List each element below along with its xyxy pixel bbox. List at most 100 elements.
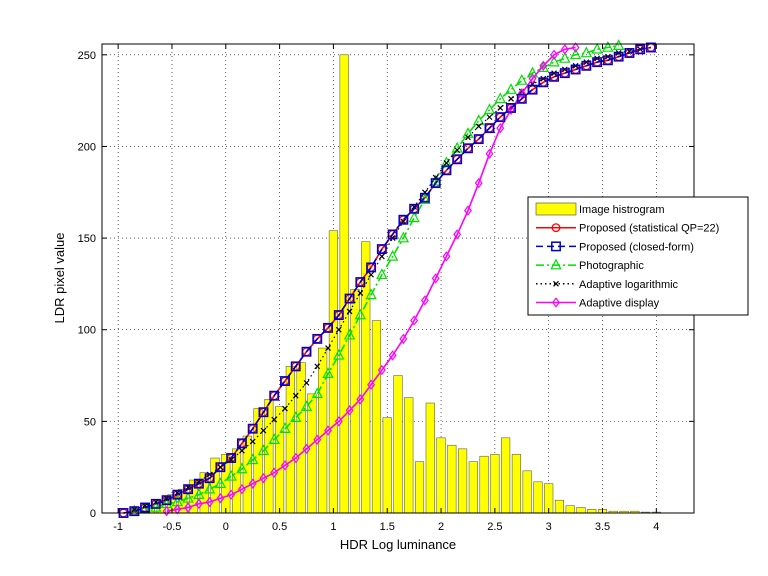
data-point	[203, 482, 216, 494]
data-point	[496, 122, 505, 134]
histogram-bar	[587, 509, 597, 514]
data-point	[215, 462, 226, 473]
y-tick-label: 100	[78, 325, 96, 337]
histogram-bar	[414, 461, 425, 514]
histogram-bar	[458, 448, 468, 514]
legend-marker	[552, 297, 560, 308]
legend-swatch	[535, 202, 577, 216]
data-point	[399, 333, 408, 345]
data-point	[193, 488, 205, 499]
series-line	[134, 44, 619, 512]
data-point	[443, 160, 450, 166]
data-point	[204, 473, 215, 484]
data-point	[314, 363, 321, 370]
legend-label: Image histrogram	[579, 204, 665, 216]
data-point	[388, 350, 397, 361]
data-point	[367, 379, 376, 390]
data-point	[494, 92, 506, 104]
histogram-bar	[479, 455, 489, 514]
histogram-bar	[285, 366, 295, 514]
histogram-bar	[490, 454, 500, 514]
data-point	[419, 193, 431, 204]
data-point	[548, 55, 560, 67]
data-point	[526, 66, 539, 78]
data-point	[259, 472, 268, 484]
data-point	[281, 460, 289, 471]
data-point	[635, 44, 646, 55]
histogram-bar	[404, 397, 414, 514]
histogram-bar	[425, 402, 435, 514]
series-photographic	[128, 39, 625, 516]
data-point	[129, 506, 140, 517]
data-point	[194, 498, 203, 510]
data-point	[290, 361, 301, 372]
data-point	[464, 205, 472, 216]
histogram-bar	[576, 507, 586, 514]
data-point	[538, 77, 549, 88]
series-adaptive-display	[162, 42, 580, 517]
data-point	[193, 478, 204, 489]
data-point	[140, 502, 151, 513]
data-point	[343, 328, 356, 340]
histogram-bar	[468, 461, 478, 514]
data-point	[205, 496, 214, 508]
x-tick-label: 1	[330, 521, 336, 533]
x-tick-label: 0.5	[272, 521, 287, 533]
data-point	[237, 483, 246, 495]
data-point	[473, 134, 484, 145]
data-point	[301, 346, 312, 357]
data-point	[441, 165, 452, 176]
x-tick-label: 3	[546, 521, 552, 533]
legend-label: Adaptive display	[579, 298, 660, 310]
histogram-bar	[231, 448, 242, 514]
data-point	[420, 295, 429, 306]
data-point	[173, 504, 182, 515]
data-point	[247, 423, 258, 434]
data-point	[612, 39, 625, 50]
data-point	[269, 390, 280, 401]
x-tick-label: 2	[438, 521, 444, 533]
data-point	[334, 416, 343, 427]
data-point	[226, 453, 237, 463]
histogram-bar	[533, 481, 543, 514]
histogram-bar	[436, 437, 446, 514]
series-line	[123, 46, 652, 514]
data-point	[506, 103, 516, 113]
data-point	[645, 42, 656, 53]
legend-label: Proposed (closed-form)	[579, 241, 694, 253]
x-tick-label: -1	[113, 521, 123, 533]
data-point	[325, 345, 331, 351]
data-point	[473, 114, 485, 126]
data-point	[613, 51, 624, 62]
data-point	[270, 467, 279, 478]
data-point	[292, 392, 299, 399]
data-point	[569, 48, 582, 60]
data-point	[150, 498, 161, 509]
data-point	[323, 322, 333, 333]
legend-marker	[551, 223, 561, 233]
data-point	[172, 489, 183, 500]
histogram-bar	[447, 444, 457, 514]
data-point	[184, 502, 193, 513]
histogram-bar	[275, 406, 285, 514]
data-point	[397, 231, 410, 243]
data-point	[236, 438, 247, 449]
data-point	[549, 71, 560, 82]
data-point	[311, 387, 323, 399]
data-point	[602, 40, 614, 52]
data-point	[571, 42, 580, 53]
data-point	[580, 46, 593, 58]
legend-label: Proposed (statistical QP=22)	[579, 223, 719, 235]
data-point	[387, 229, 398, 240]
legend-marker	[553, 280, 559, 287]
histogram-bar	[393, 375, 403, 514]
data-point	[431, 273, 440, 284]
data-point	[581, 60, 592, 71]
series-line	[166, 46, 576, 512]
data-point	[344, 293, 355, 304]
histogram-bar	[210, 457, 220, 514]
data-point	[409, 203, 420, 214]
histogram-bar	[371, 320, 382, 514]
data-point	[442, 251, 451, 262]
data-point	[516, 93, 527, 104]
